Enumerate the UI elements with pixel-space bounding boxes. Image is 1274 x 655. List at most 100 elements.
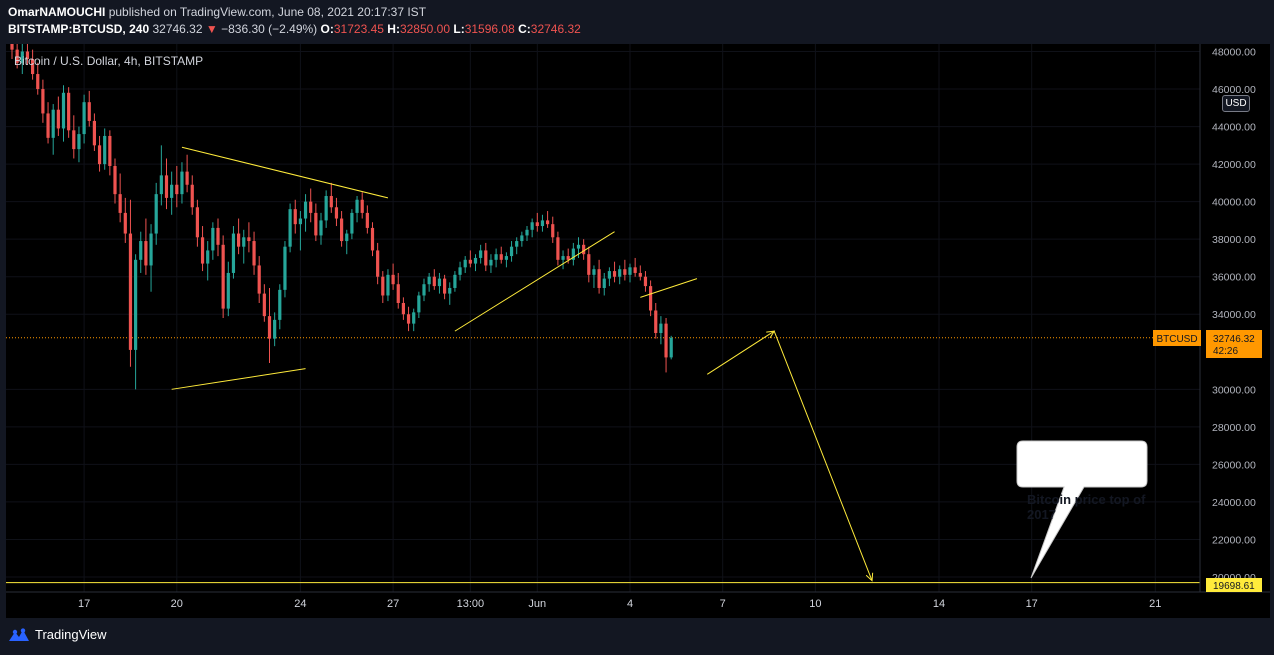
candle-body: [587, 254, 591, 275]
author-name[interactable]: OmarNAMOUCHI: [8, 5, 106, 19]
candle-body: [20, 51, 24, 63]
candle-body: [623, 269, 627, 275]
candle-body: [561, 256, 565, 260]
brand[interactable]: TradingView: [8, 627, 107, 642]
candle-body: [448, 287, 452, 294]
last-price: 32746.32: [152, 22, 203, 36]
candle-body: [329, 196, 333, 208]
candle-body: [618, 269, 622, 277]
candle-body: [664, 323, 668, 358]
candle-body: [303, 201, 308, 219]
open-value: 31723.45: [333, 22, 384, 36]
time-tick-label: 27: [387, 598, 399, 610]
candle-body: [612, 271, 617, 277]
callout-shape: [1016, 440, 1148, 579]
published-text: published on TradingView.com, June 08, 2…: [108, 5, 427, 19]
price-axis[interactable]: 48000.00 46000.00 44000.00 42000.00 40000.00…: [1212, 47, 1256, 584]
candle-body: [10, 32, 14, 50]
candle-body: [195, 207, 199, 238]
candle-body: [443, 278, 447, 294]
candle-body: [206, 250, 210, 264]
time-tick-label: 17: [78, 598, 90, 610]
high-value: 32850.00: [399, 22, 451, 36]
time-tick-label: 14: [933, 598, 945, 610]
trend-line: [181, 146, 389, 199]
change-down-icon: ▼: [205, 22, 218, 36]
price-tick-label: 42000.00: [1212, 159, 1256, 171]
candle-body: [669, 337, 673, 358]
candle-body: [597, 269, 601, 288]
candle-body: [97, 145, 102, 165]
candle-body: [458, 267, 462, 275]
candle-body: [180, 171, 184, 195]
candle-body: [92, 120, 96, 146]
price-tick-label: 36000.00: [1212, 272, 1256, 284]
time-tick-label: 20: [171, 598, 183, 610]
candle-body: [128, 233, 133, 350]
candle-body: [309, 201, 313, 213]
symbol-label[interactable]: BITSTAMP:BTCUSD, 240: [8, 22, 150, 36]
candle-body: [237, 233, 241, 247]
price-chart[interactable]: 48000.00 46000.00 44000.00 42000.00 40000.00…: [0, 21, 1274, 619]
candle-body: [170, 184, 174, 198]
candle-body: [252, 241, 256, 266]
price-tick-label: 22000.00: [1212, 534, 1256, 546]
price-tick-label: 34000.00: [1212, 309, 1256, 321]
candle-body: [200, 237, 205, 264]
candle-body: [144, 241, 148, 266]
price-tick-label: 24000.00: [1212, 497, 1256, 509]
brand-name: TradingView: [35, 627, 107, 642]
candle-body: [525, 229, 529, 236]
candle-body: [164, 175, 169, 198]
candle-body: [56, 109, 60, 129]
candle-body: [31, 59, 35, 75]
candle-body: [535, 222, 539, 227]
candle-body: [654, 310, 658, 334]
price-tick-label: 28000.00: [1212, 422, 1256, 434]
candle-body: [370, 227, 375, 251]
candle-body: [607, 271, 611, 279]
trend-line: [773, 330, 873, 581]
legend-title: Bitcoin / U.S. Dollar, 4h, BITSTAMP: [14, 54, 203, 68]
candle-body: [72, 130, 76, 150]
close-label: C:: [518, 22, 531, 36]
candle-body: [67, 92, 71, 131]
candle-body: [463, 259, 467, 268]
candle-body: [123, 212, 127, 234]
candle-body: [87, 102, 91, 121]
time-tick-label: 10: [809, 598, 821, 610]
chart-area[interactable]: 48000.00 46000.00 44000.00 42000.00 40000.00…: [0, 21, 1274, 619]
candle-body: [118, 194, 122, 213]
price-tag-bg: [1206, 330, 1262, 358]
candle-body: [36, 74, 40, 90]
time-tick-label: 21: [1149, 598, 1161, 610]
candle-body: [406, 314, 411, 324]
price-tag-symbol: BTCUSD: [1156, 334, 1197, 345]
candle-body: [319, 220, 323, 236]
candle-body: [159, 175, 163, 195]
arrow-head: [865, 572, 874, 582]
candle-body: [391, 274, 395, 285]
candle-body: [360, 199, 364, 213]
candle-body: [273, 319, 277, 339]
candle-body: [267, 316, 272, 339]
callout-text: Bitcoin price top of 2017: [1027, 492, 1146, 522]
candle-body: [551, 224, 555, 238]
time-axis[interactable]: 17 20 24 27 13:00 Jun 4 7 10 14 17 21: [78, 598, 1161, 610]
candle-body: [530, 222, 534, 230]
candle-body: [283, 246, 287, 290]
time-tick-label: 24: [294, 598, 306, 610]
price-tick-label: 30000.00: [1212, 384, 1256, 396]
time-tick-label: 7: [720, 598, 726, 610]
grid: [6, 44, 1200, 592]
callout-bubble[interactable]: [1016, 440, 1148, 579]
candle-body: [77, 134, 81, 150]
candle-body: [355, 199, 359, 213]
candle-body: [293, 209, 297, 225]
last-price-tag: BTCUSD 32746.32 42:26: [1153, 330, 1262, 358]
candle-body: [386, 274, 390, 296]
currency-badge[interactable]: USD: [1222, 95, 1250, 112]
trend-line: [640, 278, 698, 298]
candle-body: [185, 171, 189, 185]
candle-body: [334, 207, 339, 219]
